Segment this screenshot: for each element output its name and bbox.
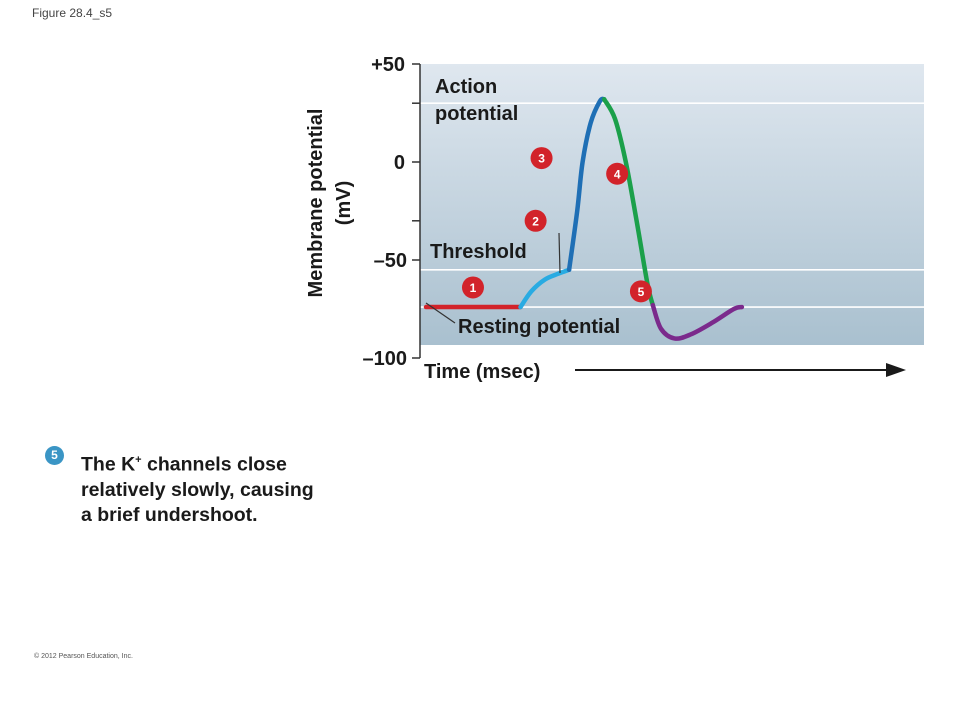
step-badge-label-1: 1 — [470, 281, 477, 295]
step-badge-3 — [530, 147, 553, 170]
plot-area — [420, 64, 924, 345]
y-tick-label: 0 — [394, 152, 405, 174]
resting-potential-label: Resting potential — [458, 316, 620, 338]
step-badge-label-3: 3 — [538, 152, 545, 166]
step2-leader — [558, 232, 561, 274]
curve-segment-depolarization-to-threshold — [518, 267, 572, 310]
action-potential-annotation: Action — [435, 76, 497, 98]
step-badge-1 — [461, 276, 484, 299]
y-tick-label: –50 — [374, 250, 407, 272]
step-number-badge: 5 — [45, 446, 64, 465]
step-badge-label-5: 5 — [638, 285, 645, 299]
copyright: © 2012 Pearson Education, Inc. — [34, 653, 133, 660]
y-tick-label: –100 — [363, 348, 408, 370]
step-text-after: channels close relatively slowly, causin… — [81, 453, 314, 526]
step-badge-2 — [524, 209, 547, 232]
step-description: The K+ channels close relatively slowly,… — [81, 448, 321, 528]
step-badge-label-4: 4 — [614, 167, 621, 181]
step-text-before: The K — [81, 453, 136, 476]
threshold-label: Threshold — [430, 241, 527, 263]
step-badge-5 — [629, 280, 652, 303]
x-axis-label: Time (msec) — [424, 361, 540, 383]
step-badge-label-2: 2 — [532, 214, 539, 228]
curve-segment-undershoot — [650, 302, 745, 341]
time-arrow-head — [886, 363, 906, 377]
y-axis-label-line2: (mV) — [333, 181, 355, 225]
action-potential-annotation: potential — [435, 103, 518, 125]
step-superscript: + — [135, 454, 142, 466]
figure-label: Figure 28.4_s5 — [32, 6, 113, 20]
resting-potential-leader — [425, 302, 456, 324]
y-tick-label: +50 — [371, 54, 405, 76]
step-badge-4 — [606, 162, 629, 185]
y-axis-label-line1: Membrane potential — [305, 109, 327, 298]
curve-segment-rising-phase — [566, 96, 607, 273]
